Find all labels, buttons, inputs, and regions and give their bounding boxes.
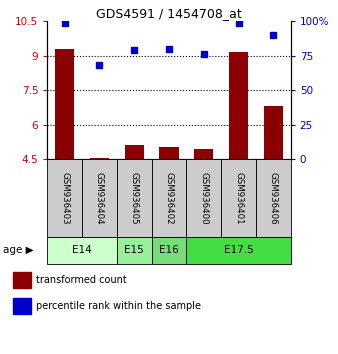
Bar (264, 107, 283, 159)
Point (62, 20, 67, 25)
Text: age ▶: age ▶ (3, 245, 34, 256)
Text: GSM936401: GSM936401 (234, 172, 243, 224)
Text: E14: E14 (72, 245, 92, 256)
Point (271, 32, 276, 38)
Text: GSM936402: GSM936402 (165, 172, 173, 224)
Bar (90, 158, 109, 159)
Bar (229, 52, 248, 159)
Text: GSM936406: GSM936406 (269, 172, 278, 224)
Bar (186, 237, 291, 264)
Text: GSM936403: GSM936403 (60, 172, 69, 224)
Bar (186, 159, 221, 237)
Bar (221, 159, 256, 237)
Point (131, 47, 137, 53)
Bar (152, 237, 186, 264)
Bar (194, 149, 213, 159)
Point (201, 52, 207, 57)
Bar (160, 147, 178, 159)
Bar (152, 159, 186, 237)
Text: E16: E16 (159, 245, 179, 256)
Bar (47, 159, 82, 237)
Text: GSM936405: GSM936405 (130, 172, 139, 224)
Bar (47, 237, 117, 264)
Text: E17.5: E17.5 (224, 245, 254, 256)
Bar (125, 145, 144, 159)
Bar (13, 298, 31, 314)
Text: transformed count: transformed count (36, 275, 127, 285)
Point (166, 46, 172, 52)
Point (97, 63, 102, 68)
Text: percentile rank within the sample: percentile rank within the sample (36, 301, 201, 311)
Bar (117, 159, 152, 237)
Bar (55, 49, 74, 159)
Bar (117, 237, 152, 264)
Bar (256, 159, 291, 237)
Point (236, 20, 241, 25)
Bar (13, 273, 31, 288)
Bar (82, 159, 117, 237)
Text: GSM936404: GSM936404 (95, 172, 104, 224)
Text: GSM936400: GSM936400 (199, 172, 208, 224)
Title: GDS4591 / 1454708_at: GDS4591 / 1454708_at (96, 7, 242, 20)
Text: E15: E15 (124, 245, 144, 256)
